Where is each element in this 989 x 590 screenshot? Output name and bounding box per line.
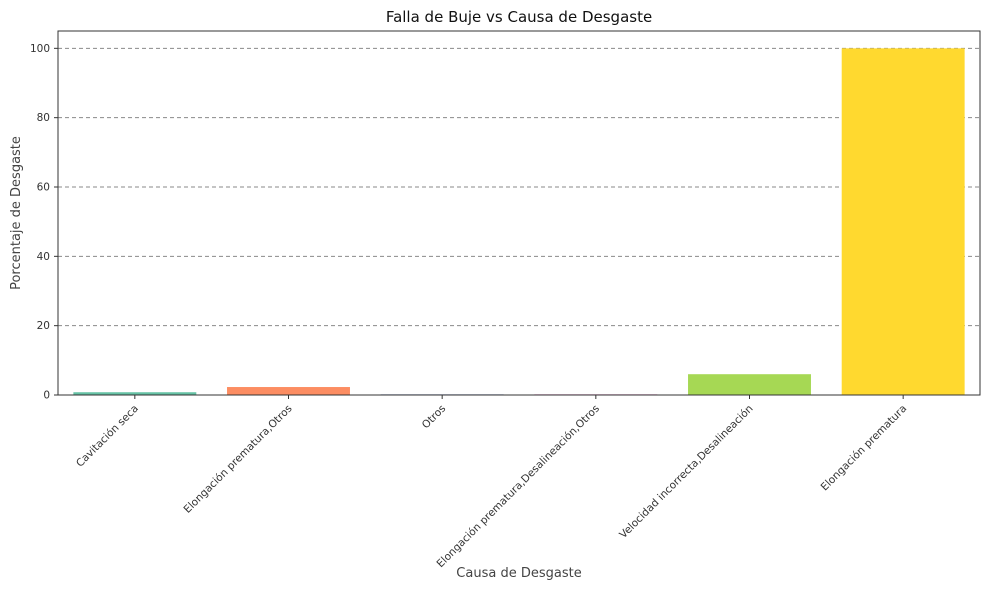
y-tick-label: 0 [43, 390, 50, 402]
y-tick-label: 80 [37, 112, 50, 124]
y-tick-label: 40 [37, 251, 50, 263]
plot-frame [57, 30, 981, 396]
y-tick-label: 20 [37, 320, 50, 332]
x-axis-label: Causa de Desgaste [456, 566, 581, 581]
y-axis-ticks: 0 20 40 60 80 100 [30, 43, 58, 402]
y-tick-label: 60 [37, 182, 50, 194]
y-axis-label: Porcentaje de Desgaste [9, 136, 24, 290]
y-tick-label: 100 [30, 43, 50, 55]
chart-title: Falla de Buje vs Causa de Desgaste [386, 8, 652, 26]
bars [73, 48, 965, 395]
bar [841, 48, 965, 395]
bar [73, 392, 197, 395]
bar [688, 374, 811, 395]
bar [227, 387, 350, 395]
